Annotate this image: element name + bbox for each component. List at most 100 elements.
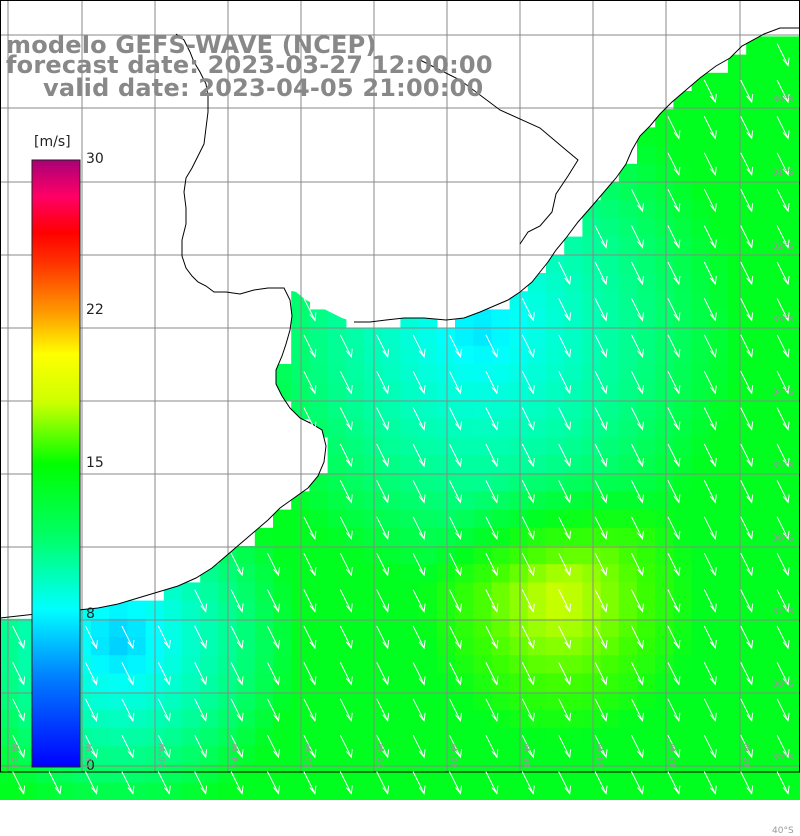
wind-speed-cell: [782, 254, 800, 274]
wind-speed-cell: [236, 673, 256, 693]
wind-speed-cell: [327, 618, 347, 638]
wind-arrow: [157, 771, 171, 795]
wind-speed-cell: [473, 764, 492, 784]
wind-speed-cell: [364, 455, 383, 474]
wind-arrow: [703, 771, 717, 795]
wind-speed-cell: [109, 782, 128, 800]
wind-speed-cell: [691, 582, 711, 602]
wind-speed-cell: [36, 782, 56, 800]
wind-speed-cell: [546, 782, 565, 800]
longitude-label: 42°W: [669, 743, 679, 768]
wind-speed-cell: [418, 527, 438, 547]
wind-speed-cell: [163, 746, 183, 765]
wind-speed-cell: [382, 546, 401, 565]
wind-arrow: [303, 552, 317, 577]
wind-speed-cell: [382, 618, 401, 638]
wind-speed-cell: [764, 345, 784, 365]
wind-speed-cell: [72, 764, 92, 784]
wind-speed-cell: [746, 455, 765, 474]
wind-speed-cell: [728, 618, 747, 638]
wind-speed-cell: [564, 764, 583, 784]
wind-speed-cell: [546, 327, 565, 347]
wind-speed-cell: [527, 473, 547, 492]
wind-speed-cell: [527, 546, 547, 565]
wind-speed-cell: [600, 509, 620, 529]
wind-arrow: [558, 261, 572, 286]
wind-speed-cell: [546, 455, 565, 474]
wind-speed-cell: [637, 618, 656, 638]
colorbar-unit: [m/s]: [34, 134, 71, 150]
wind-speed-cell: [309, 364, 329, 383]
wind-speed-cell: [709, 728, 729, 747]
wind-arrow: [121, 625, 135, 650]
wind-speed-cell: [436, 527, 456, 547]
wind-speed-cell: [691, 527, 711, 547]
wind-arrow: [449, 480, 462, 504]
wind-speed-cell: [764, 36, 784, 56]
wind-arrow: [631, 261, 644, 286]
wind-speed-cell: [782, 182, 800, 201]
wind-speed-cell: [254, 564, 274, 583]
wind-arrow: [303, 662, 317, 686]
wind-arrow: [631, 662, 644, 686]
wind-speed-cell: [782, 436, 800, 456]
wind-speed-cell: [655, 127, 674, 147]
wind-speed-cell: [364, 491, 383, 511]
wind-speed-cell: [364, 364, 383, 383]
wind-speed-cell: [509, 364, 529, 383]
wind-arrow: [740, 79, 754, 104]
wind-speed-cell: [527, 436, 547, 456]
colorbar-tick-30: 30: [86, 151, 104, 167]
wind-speed-cell: [637, 254, 656, 274]
wind-speed-cell: [145, 782, 165, 800]
wind-arrow: [521, 407, 535, 431]
wind-arrow: [667, 516, 681, 541]
wind-speed-cell: [473, 382, 492, 401]
wind-speed-cell: [364, 582, 383, 602]
wind-arrow: [303, 589, 317, 613]
wind-arrow: [485, 662, 499, 686]
wind-arrow: [230, 698, 244, 723]
wind-speed-cell: [163, 709, 183, 729]
wind-speed-cell: [473, 509, 492, 529]
wind-arrow: [740, 116, 754, 140]
wind-speed-cell: [345, 728, 365, 747]
wind-speed-cell: [182, 746, 201, 765]
wind-speed-cell: [728, 491, 747, 511]
wind-speed-cell: [473, 309, 492, 329]
wind-arrow: [303, 771, 317, 795]
wind-speed-cell: [436, 400, 456, 420]
wind-speed-cell: [546, 254, 565, 274]
wind-speed-cell: [728, 455, 747, 474]
wind-speed-cell: [618, 345, 638, 365]
wind-speed-cell: [746, 182, 765, 201]
wind-speed-cell: [709, 309, 729, 329]
wind-arrow: [267, 698, 280, 723]
wind-speed-cell: [473, 782, 492, 800]
wind-speed-cell: [691, 273, 711, 292]
longitude-label: 56°W: [158, 743, 168, 768]
wind-speed-cell: [109, 691, 128, 711]
wind-speed-cell: [746, 418, 765, 438]
wind-speed-cell: [673, 163, 693, 183]
wind-speed-cell: [637, 163, 656, 183]
wind-speed-cell: [764, 673, 784, 693]
wind-speed-cell: [309, 746, 329, 765]
wind-speed-cell: [637, 182, 656, 201]
wind-speed-cell: [618, 782, 638, 800]
wind-arrow: [121, 771, 135, 795]
wind-speed-cell: [782, 400, 800, 420]
wind-arrow: [267, 771, 280, 795]
wind-arrow: [376, 516, 390, 541]
wind-speed-cell: [109, 637, 128, 656]
wind-speed-cell: [764, 218, 784, 238]
wind-arrow: [303, 370, 317, 395]
wind-arrow: [521, 334, 535, 359]
wind-speed-cell: [782, 218, 800, 238]
wind-speed-cell: [418, 382, 438, 401]
wind-speed-cell: [0, 709, 19, 729]
wind-arrow: [558, 734, 572, 759]
wind-speed-cell: [691, 109, 711, 128]
wind-speed-cell: [382, 327, 401, 347]
wind-speed-cell: [236, 564, 256, 583]
